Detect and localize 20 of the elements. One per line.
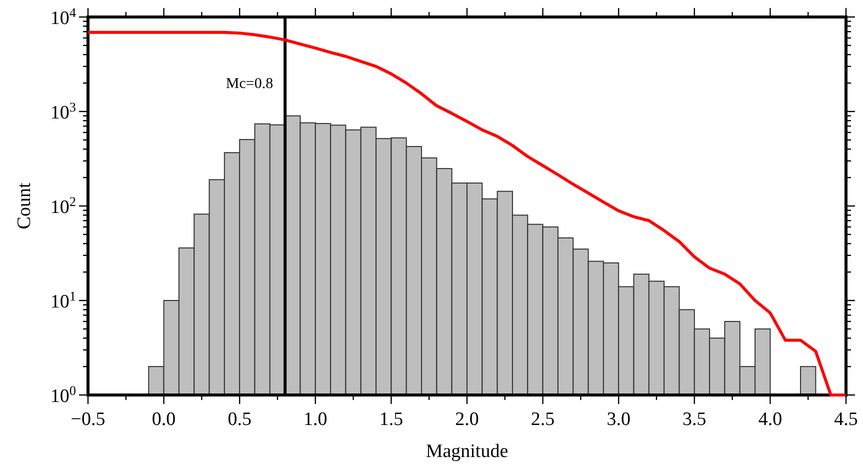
y-tick-label: 10$^{2}$ [50, 194, 76, 218]
y-tick-label: 10$^{1}$ [50, 288, 76, 312]
x-tick-label: 2.5 [530, 409, 555, 430]
y-axis-title: Count [14, 182, 35, 230]
y-tick-label: 10$^{0}$ [50, 382, 76, 407]
x-tick-label: 0.0 [152, 409, 176, 430]
x-tick-label: 4.0 [758, 409, 782, 430]
ref-line-label: Mc=0.8 [226, 76, 274, 92]
x-tick-label: 2.0 [455, 409, 479, 430]
x-axis-title: Magnitude [426, 441, 508, 462]
line-series [86, 30, 848, 396]
y-tick-label: 10$^{4}$ [50, 4, 76, 29]
x-tick-label: 0.5 [228, 409, 252, 430]
x-tick-label: −0.5 [70, 409, 106, 430]
x-tick-label: 3.0 [606, 409, 630, 430]
x-tick-label: 1.0 [304, 409, 328, 430]
x-tick-label: 1.5 [379, 409, 404, 430]
x-tick-label: 3.5 [682, 409, 706, 430]
x-tick-label: 4.5 [834, 409, 858, 430]
y-tick-label: 10$^{3}$ [50, 99, 76, 124]
